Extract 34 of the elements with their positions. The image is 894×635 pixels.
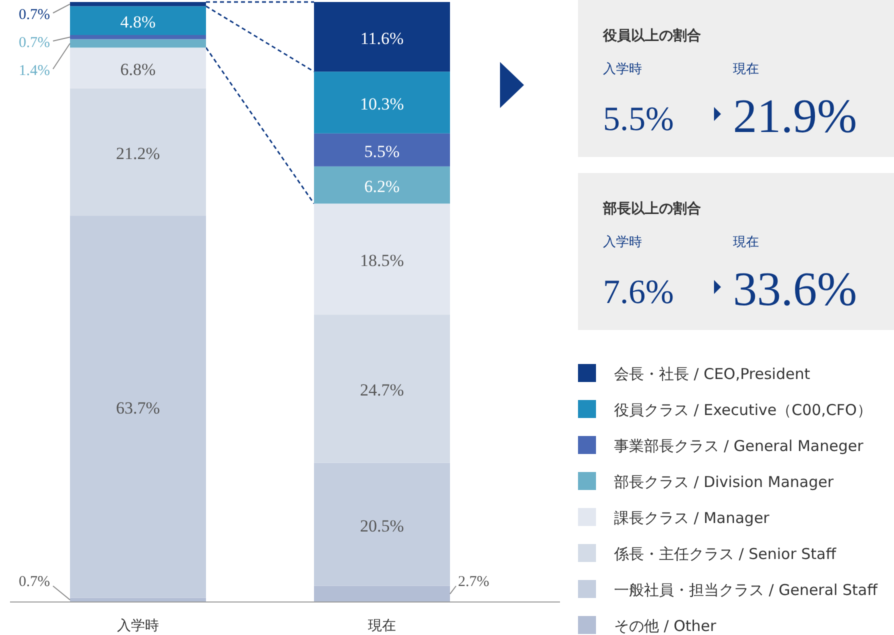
text: 入学時 xyxy=(603,62,642,77)
legend-label: 一般社員・担当クラス / General Staff xyxy=(614,581,878,599)
legend-label: 役員クラス / Executive（C00,CFO） xyxy=(614,401,872,419)
legend-label: 部長クラス / Division Manager xyxy=(614,473,834,491)
data-label: 2.7% xyxy=(458,574,490,590)
data-label: 1.4% xyxy=(18,63,50,79)
data-label: 18.5% xyxy=(360,251,404,270)
data-label: 0.7% xyxy=(18,35,50,51)
text: 役員以上の割合 xyxy=(602,27,701,44)
legend-label: その他 / Other xyxy=(614,617,718,635)
text: 21.9% xyxy=(733,90,857,143)
text: 5.5% xyxy=(603,101,674,138)
text: 7.6% xyxy=(603,274,674,311)
text: 現在 xyxy=(733,235,759,250)
legend-label: 課長クラス / Manager xyxy=(614,509,770,527)
legend-label: 係長・主任クラス / Senior Staff xyxy=(613,545,837,563)
data-label: 11.6% xyxy=(360,28,404,48)
legend-label: 事業部長クラス / General Maneger xyxy=(614,437,864,455)
legend-label: 会長・社長 / CEO,President xyxy=(614,365,810,383)
text: 入学時 xyxy=(603,235,642,250)
text: 現在 xyxy=(733,62,759,77)
text: 33.6% xyxy=(733,263,857,316)
text: 部長以上の割合 xyxy=(602,200,701,217)
data-label: 5.5% xyxy=(364,142,400,161)
data-label: 21.2% xyxy=(116,144,160,163)
data-label: 0.7% xyxy=(18,7,50,23)
data-label: 4.8% xyxy=(120,12,156,32)
data-label: 20.5% xyxy=(360,516,404,536)
data-label: 63.7% xyxy=(116,398,160,418)
data-label: 24.7% xyxy=(360,380,404,400)
data-label: 6.8% xyxy=(120,60,156,79)
data-label: 0.7% xyxy=(18,574,50,590)
data-label: 10.3% xyxy=(360,94,404,114)
data-label: 6.2% xyxy=(364,177,400,196)
